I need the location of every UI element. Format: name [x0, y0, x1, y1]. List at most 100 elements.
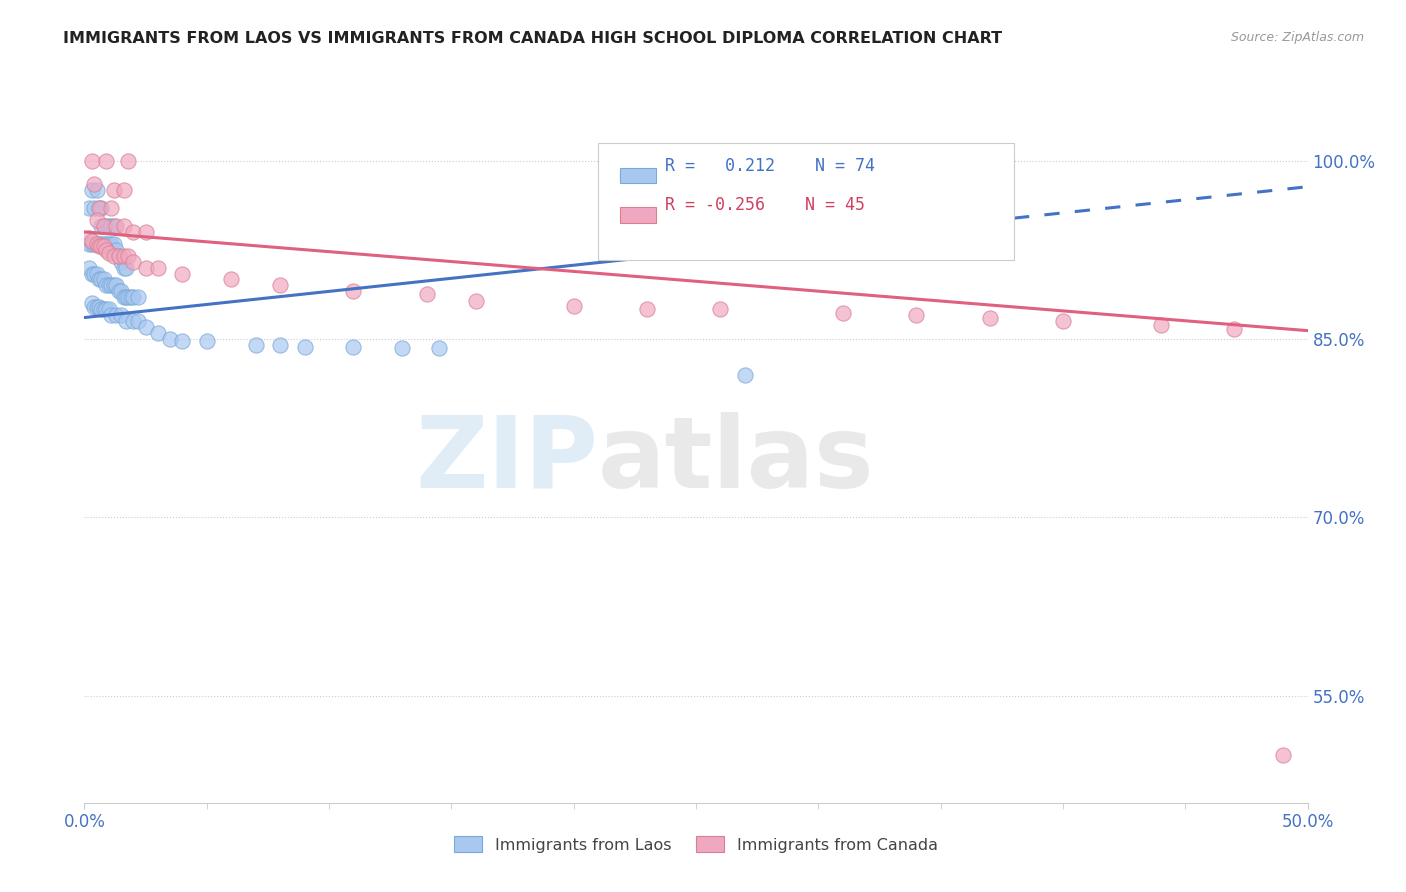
Text: IMMIGRANTS FROM LAOS VS IMMIGRANTS FROM CANADA HIGH SCHOOL DIPLOMA CORRELATION C: IMMIGRANTS FROM LAOS VS IMMIGRANTS FROM … [63, 31, 1002, 46]
Point [110, 308, 132, 322]
Point [90, 219, 112, 233]
Point [90, 302, 112, 317]
Point [87, 236, 110, 251]
Point [105, 243, 128, 257]
Point [195, 334, 218, 349]
Point [107, 285, 129, 299]
Point [115, 290, 138, 304]
Point [562, 299, 585, 313]
Point [269, 338, 291, 352]
FancyBboxPatch shape [598, 143, 1014, 260]
Point [146, 326, 169, 340]
Point [96, 278, 118, 293]
Point [93, 239, 115, 253]
Point [96, 219, 118, 233]
Point [86, 300, 108, 314]
Point [172, 267, 194, 281]
Point [96, 236, 118, 251]
Point [97, 246, 120, 260]
Point [86, 236, 108, 251]
Point [1052, 314, 1074, 328]
Point [110, 254, 132, 268]
Point [107, 249, 129, 263]
Point [97, 302, 120, 317]
Point [100, 236, 122, 251]
Point [391, 342, 413, 356]
Point [86, 183, 108, 197]
Point [83, 267, 105, 281]
Point [127, 290, 149, 304]
Point [135, 225, 157, 239]
Point [105, 219, 128, 233]
Point [96, 243, 118, 257]
Point [90, 201, 112, 215]
Point [80, 296, 103, 310]
Text: R =   0.212    N = 74: R = 0.212 N = 74 [665, 157, 876, 175]
Point [112, 260, 135, 275]
Point [87, 272, 110, 286]
Point [342, 340, 364, 354]
Point [122, 254, 145, 268]
Point [245, 338, 267, 352]
Point [103, 249, 125, 263]
Point [905, 308, 928, 322]
Point [122, 290, 145, 304]
Point [83, 178, 105, 192]
Point [464, 293, 486, 308]
Text: ZIP: ZIP [415, 412, 598, 508]
Point [83, 236, 105, 251]
Point [105, 278, 128, 293]
Point [294, 340, 316, 354]
Point [342, 285, 364, 299]
Point [416, 286, 439, 301]
Point [122, 314, 145, 328]
Point [120, 290, 142, 304]
Point [83, 201, 105, 215]
Point [115, 260, 138, 275]
Point [93, 302, 115, 317]
Point [427, 342, 450, 356]
Point [86, 267, 108, 281]
Point [1223, 322, 1246, 336]
Point [100, 219, 122, 233]
Point [112, 290, 135, 304]
Point [636, 302, 658, 317]
Point [97, 278, 120, 293]
Point [100, 308, 122, 322]
Point [90, 239, 112, 253]
Point [100, 201, 122, 215]
Point [77, 236, 100, 251]
Point [93, 272, 115, 286]
Point [87, 239, 110, 253]
Point [83, 300, 105, 314]
Point [97, 236, 120, 251]
Point [80, 267, 103, 281]
Point [709, 302, 731, 317]
Point [117, 153, 139, 168]
Point [80, 153, 103, 168]
Point [90, 272, 112, 286]
Point [87, 300, 110, 314]
Point [831, 306, 853, 320]
Point [80, 183, 103, 197]
Point [87, 201, 110, 215]
Point [112, 249, 135, 263]
Point [117, 290, 139, 304]
Point [77, 201, 100, 215]
Point [135, 320, 157, 334]
Point [77, 231, 100, 245]
Point [96, 153, 118, 168]
Point [93, 219, 115, 233]
Point [96, 302, 118, 317]
Point [80, 236, 103, 251]
Point [1150, 318, 1173, 332]
Point [734, 368, 756, 382]
Point [135, 260, 157, 275]
Point [107, 249, 129, 263]
FancyBboxPatch shape [620, 207, 655, 223]
Point [115, 314, 138, 328]
Point [103, 219, 125, 233]
Point [90, 236, 112, 251]
Point [112, 183, 135, 197]
Point [127, 314, 149, 328]
